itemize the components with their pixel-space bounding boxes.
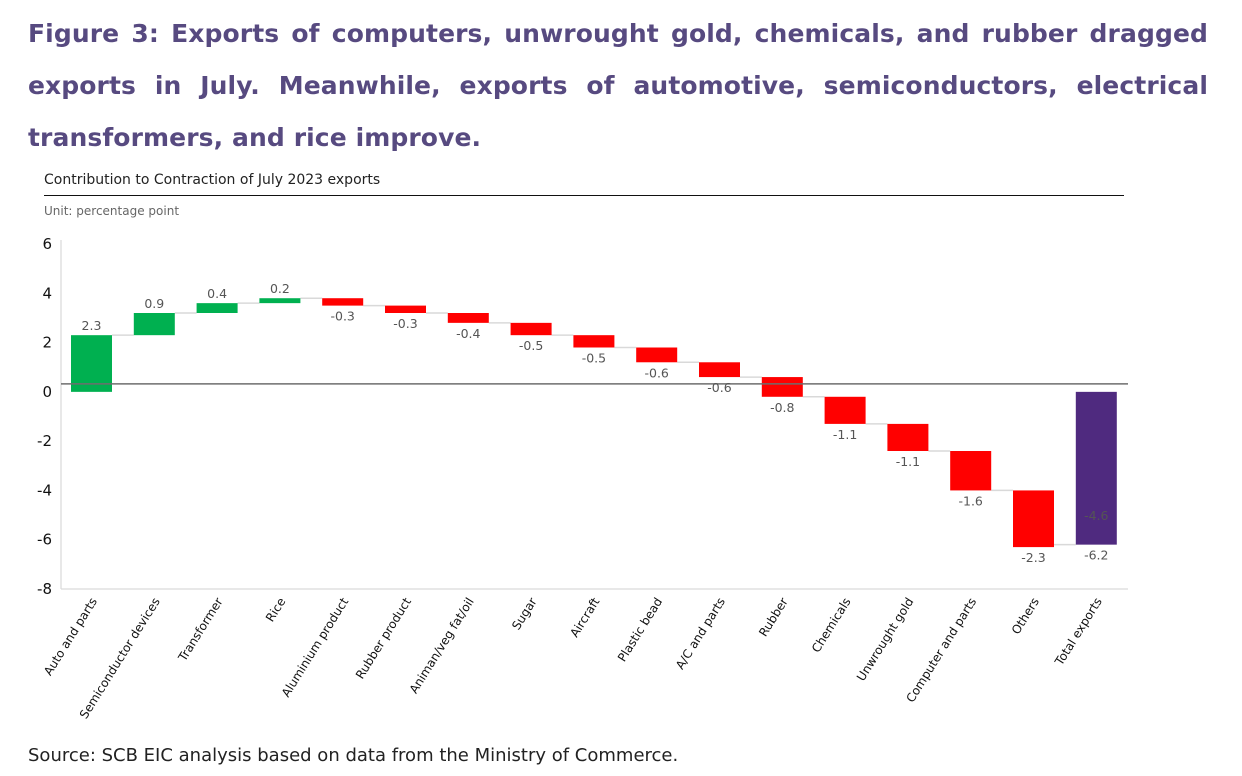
y-tick-label: -6 — [37, 531, 52, 549]
category-label: Rice — [263, 595, 288, 624]
y-tick-label: 0 — [42, 383, 52, 401]
category-label: Unwrought gold — [854, 595, 916, 683]
category-label: Aluminium product — [279, 595, 352, 700]
data-label: -0.8 — [770, 400, 794, 415]
decrease-bar — [761, 377, 803, 397]
data-label: -0.6 — [707, 380, 731, 395]
category-label: Animan/veg fat/oil — [407, 595, 477, 696]
category-label: Total exports — [1052, 595, 1105, 669]
y-tick-label: 2 — [42, 334, 52, 352]
decrease-bar — [1013, 490, 1054, 548]
total-bar — [1075, 391, 1117, 545]
y-tick-label: 4 — [42, 284, 52, 302]
category-label: Aircraft — [567, 595, 602, 640]
data-labels: 2.3 0.9 0.4 0.2 -0.3 -0.3 -0.4 -0.5 -0.5 -0.6 -0.6… — [82, 281, 1109, 565]
bars — [71, 298, 1117, 548]
category-label: Rubber — [756, 595, 791, 639]
increase-bar — [196, 303, 238, 313]
y-tick-labels: 6 4 2 0 -2 -4 -6 -8 — [37, 235, 52, 598]
increase-bar — [259, 298, 301, 304]
decrease-bar — [322, 298, 364, 306]
data-label: -2.3 — [1021, 550, 1045, 565]
unit-label: Unit: percentage point — [44, 204, 180, 218]
decrease-bar — [447, 313, 489, 323]
category-label: Chemicals — [809, 595, 854, 655]
chart-title: Contribution to Contraction of July 2023… — [44, 172, 381, 188]
source-note: Source: SCB EIC analysis based on data f… — [28, 745, 679, 766]
data-label: 0.9 — [144, 296, 164, 311]
data-label: 0.4 — [207, 286, 227, 301]
data-label: 2.3 — [82, 318, 102, 333]
data-label: -0.3 — [331, 309, 355, 324]
decrease-bar — [824, 396, 866, 424]
y-tick-label: 6 — [42, 235, 52, 253]
decrease-bar — [950, 451, 992, 491]
category-label: A/C and parts — [673, 595, 728, 672]
data-label: -0.4 — [456, 326, 480, 341]
data-label: -1.1 — [833, 427, 857, 442]
decrease-bar — [636, 347, 678, 363]
y-tick-label: -8 — [37, 580, 52, 598]
category-label: Auto and parts — [41, 595, 100, 678]
y-tick-label: -2 — [37, 432, 52, 450]
connectors — [112, 297, 1076, 546]
decrease-bar — [887, 423, 929, 451]
total-inner-label: -4.6 — [1084, 508, 1108, 523]
data-label: -1.6 — [959, 493, 983, 508]
data-label: 0.2 — [270, 281, 290, 296]
data-label: -1.1 — [896, 454, 920, 469]
title-divider — [44, 195, 1124, 196]
category-label: Plastic bead — [615, 595, 665, 664]
data-label: -0.6 — [645, 365, 669, 380]
decrease-bar — [699, 362, 740, 378]
data-label: -0.5 — [582, 351, 606, 366]
axes — [60, 240, 1128, 590]
decrease-bar — [510, 322, 552, 336]
category-label: Rubber product — [353, 595, 414, 681]
category-label: Transformer — [175, 595, 226, 664]
data-label: -0.5 — [519, 338, 543, 353]
data-label: -6.2 — [1084, 548, 1108, 563]
category-label: Sugar — [509, 595, 540, 632]
decrease-bar — [385, 305, 426, 313]
increase-bar — [71, 335, 112, 392]
category-label: Computer and parts — [903, 595, 979, 705]
figure-title: Figure 3: Exports of computers, unwrough… — [28, 19, 1208, 152]
data-label: -0.3 — [393, 316, 417, 331]
increase-bar — [133, 313, 175, 336]
category-label: Others — [1009, 595, 1042, 637]
y-tick-label: -4 — [37, 481, 52, 499]
decrease-bar — [573, 335, 615, 348]
